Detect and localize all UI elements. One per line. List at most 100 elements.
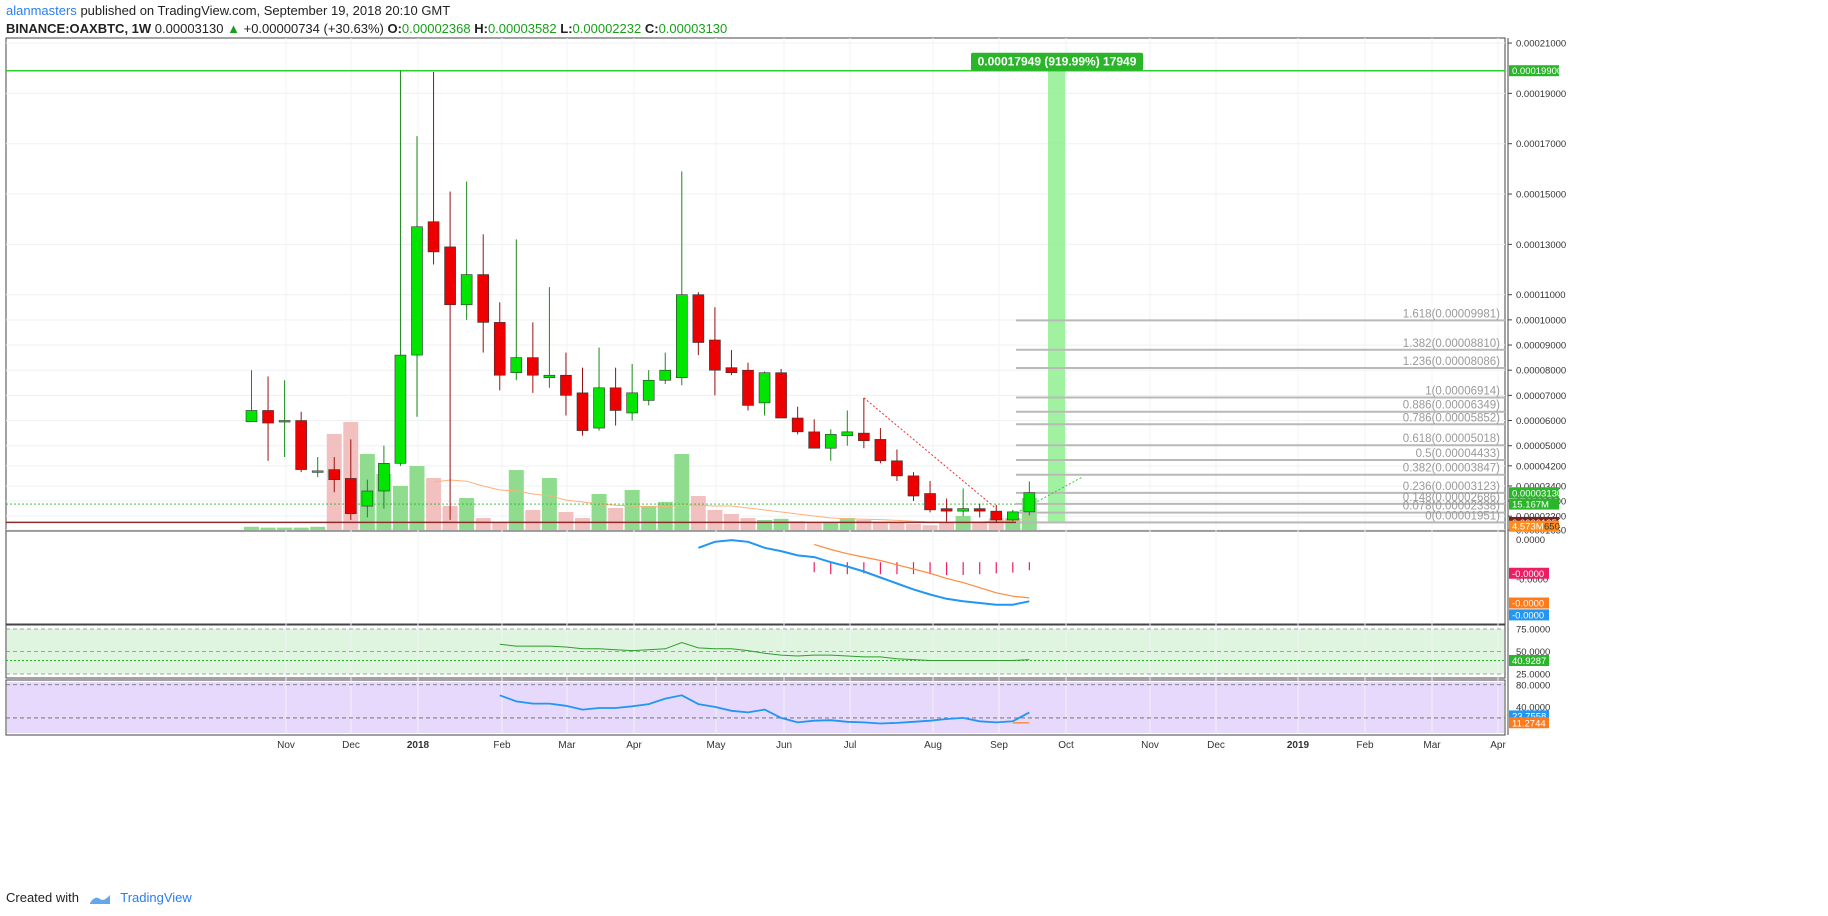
rsi-band xyxy=(7,682,1504,733)
fib-level-label: 1.618(0.00009981) xyxy=(1403,308,1500,320)
volume-bar xyxy=(277,527,293,530)
candle-body xyxy=(510,357,523,374)
price-tag-bg xyxy=(1509,520,1559,532)
volume-bar xyxy=(790,521,806,530)
time-tick-label: 2018 xyxy=(407,740,430,751)
rsi-tick-label: 40.0000 xyxy=(1516,702,1550,713)
fib-level-label: 0(0.00001951) xyxy=(1425,510,1500,522)
candle-body xyxy=(907,475,920,497)
time-tick-label: Mar xyxy=(558,740,576,751)
macd-pane xyxy=(5,530,1506,625)
macd-tag-label: -0.0000 xyxy=(1512,569,1544,580)
target-label: 0.00017949 (919.99%) 17949 xyxy=(978,55,1137,69)
created-with-text: Created with xyxy=(6,890,79,905)
time-tick-label: Nov xyxy=(1141,740,1159,751)
volume-bar xyxy=(889,522,905,530)
rsi-line xyxy=(499,694,1030,725)
candle-body xyxy=(824,434,837,449)
candle-body xyxy=(527,357,539,376)
volume-bar xyxy=(939,522,955,530)
time-tick-label: 2019 xyxy=(1287,740,1310,751)
candle-body xyxy=(1006,511,1019,521)
footer: Created with TradingView xyxy=(6,890,192,905)
open-value: 0.00002368 xyxy=(401,21,471,36)
rsi-tag-bg xyxy=(1509,717,1549,729)
candle-body xyxy=(675,294,688,379)
time-tick-label: Sep xyxy=(990,740,1008,751)
price-tag-bg xyxy=(1509,487,1559,499)
price-tag-bg xyxy=(1509,65,1559,77)
price-tick-label: 0.00006000 xyxy=(1516,416,1566,427)
candle-body xyxy=(626,392,638,414)
volume-bar xyxy=(608,508,624,530)
candle-body xyxy=(361,490,374,507)
price-tick-label: 0.00019000 xyxy=(1516,89,1566,100)
fib-level-label: 0.236(0.00003123) xyxy=(1403,481,1500,493)
macd-signal-line xyxy=(814,543,1030,599)
candle-body xyxy=(874,439,887,462)
author-link[interactable]: alanmasters xyxy=(6,3,77,18)
adx-tag-bg xyxy=(1509,655,1549,666)
low-value: 0.00002232 xyxy=(572,21,642,36)
adx-tag-label: 40.9287 xyxy=(1512,656,1546,667)
price-tag-label: 4.573M xyxy=(1512,522,1544,533)
last-price: 0.00003130 xyxy=(154,21,224,36)
time-tick-label: Dec xyxy=(342,740,360,751)
macd-tag-bg xyxy=(1509,567,1549,579)
candle-body xyxy=(973,508,986,512)
price-tag-label: 0.00003130 xyxy=(1512,488,1562,499)
macd-tag-label: -0.0000 xyxy=(1512,610,1544,621)
volume-bar xyxy=(492,522,508,530)
time-tick-label: Oct xyxy=(1058,740,1074,751)
macd-tag-bg xyxy=(1509,597,1549,609)
volume-bar xyxy=(806,522,822,530)
adx-tick-label: 25.0000 xyxy=(1516,670,1550,681)
volume-bar xyxy=(757,520,773,530)
volume-bar xyxy=(641,506,657,530)
candle-body xyxy=(758,372,771,404)
candle-body xyxy=(940,508,953,512)
fib-level-label: 0.148(0.00002686) xyxy=(1403,492,1500,504)
time-tick-label: Apr xyxy=(626,740,642,751)
volume-bar xyxy=(409,466,425,530)
candle-body xyxy=(411,226,423,356)
volume-bar xyxy=(707,510,723,530)
fib-level-label: 1.236(0.00008086) xyxy=(1403,356,1500,368)
price-tick-label: 0.00004200 xyxy=(1516,461,1566,472)
candle-body xyxy=(295,420,307,470)
volume-bar xyxy=(575,518,590,530)
time-tick-label: Nov xyxy=(277,740,295,751)
volume-bar xyxy=(690,496,706,530)
price-tick-label: 0.00015000 xyxy=(1516,190,1566,201)
volume-bar xyxy=(740,518,756,530)
chart-area[interactable]: 0.00021000 0.00019000 0.00017000 0.00015000… xyxy=(0,0,1828,880)
time-tick-label: Jun xyxy=(776,740,792,751)
volume-bar xyxy=(475,518,491,530)
macd-tag-bg xyxy=(1509,609,1549,621)
target-projection-box xyxy=(1048,70,1065,523)
price-tick-label: 0.00010000 xyxy=(1516,315,1566,326)
time-tick-label: Aug xyxy=(924,740,942,751)
volume-bar xyxy=(541,478,557,530)
price-tick-label: 0.00011000 xyxy=(1516,290,1566,301)
candle-body xyxy=(460,274,473,306)
adx-line xyxy=(499,641,1030,661)
price-tick-label: 0.00017000 xyxy=(1516,139,1566,150)
candle-body xyxy=(692,294,705,343)
volume-bar xyxy=(293,527,309,530)
price-tick-label: 0.00021000 xyxy=(1516,39,1566,50)
candle-body xyxy=(957,508,969,512)
volume-bar xyxy=(260,527,276,530)
high-value: 0.00003582 xyxy=(487,21,557,36)
candle-body xyxy=(493,322,506,376)
volume-bar xyxy=(591,494,607,530)
price-tick-label: 0.00008000 xyxy=(1516,366,1566,377)
volume-bar xyxy=(624,490,640,530)
candle-body xyxy=(278,420,291,423)
close-label: C: xyxy=(644,21,659,36)
candle-body xyxy=(858,432,870,441)
fib-level-label: 0.078(0.00002338) xyxy=(1403,501,1500,513)
time-tick-label: Mar xyxy=(1423,740,1441,751)
change-value: +0.00000734 (+30.63%) xyxy=(243,21,384,36)
tradingview-link[interactable]: TradingView xyxy=(120,890,192,905)
